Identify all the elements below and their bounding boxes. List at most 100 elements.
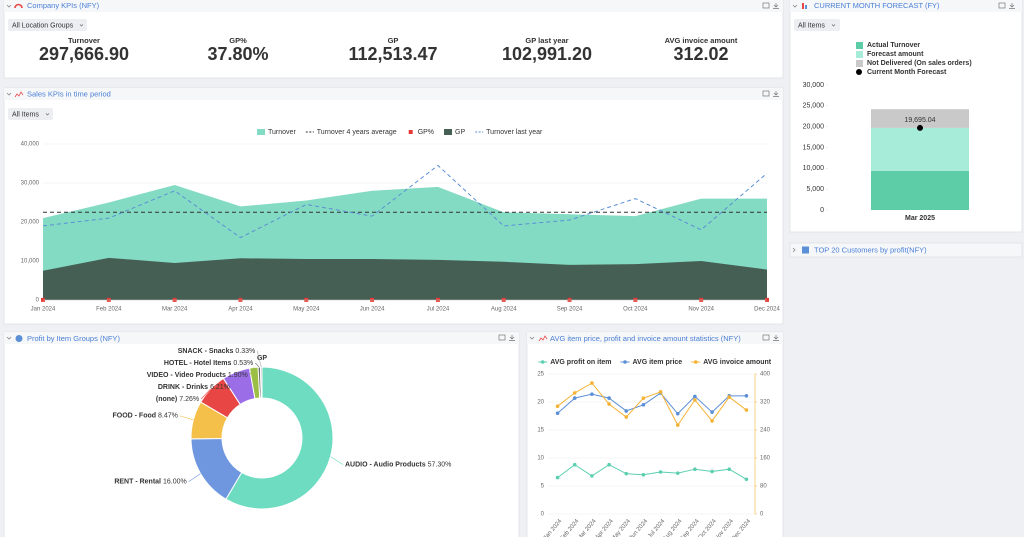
panel-header [790, 0, 1022, 12]
point [693, 398, 697, 402]
point [590, 392, 594, 396]
panel [3, 0, 784, 79]
download-icon[interactable] [1009, 3, 1015, 9]
kpi-value: 37.80% [207, 44, 268, 64]
slice-label: HOTEL - Hotel Items0.53% [164, 360, 253, 367]
point [727, 467, 732, 472]
point [710, 469, 714, 474]
legend-label: Not Delivered (On sales orders) [867, 60, 972, 67]
y2-tick-label: 80 [760, 484, 767, 490]
bar-segment [871, 109, 969, 128]
x-tick-label: Jan 2024 [31, 307, 56, 313]
collapse-icon[interactable] [6, 4, 12, 8]
point [607, 402, 611, 406]
slice-value: 0.53% [233, 360, 253, 367]
legend-symbol [856, 51, 863, 58]
y-tick-label: 5,000 [806, 186, 824, 193]
leader-line [231, 371, 237, 388]
kpi-value: 297,666.90 [39, 44, 129, 64]
table-icon[interactable] [762, 2, 770, 9]
legend-symbol [444, 129, 453, 135]
panel-header [789, 242, 1023, 258]
line [42, 164, 768, 239]
x-tick-label: Sep 2024 [557, 307, 583, 313]
marker-label: 19,695.04 [904, 117, 935, 124]
y-tick-label: 20,000 [803, 124, 825, 131]
slice-value: 16.00% [163, 479, 187, 486]
y-tick-label: 20 [537, 400, 544, 406]
leader-line [179, 415, 194, 421]
slice-label: RENT - Rental16.00% [114, 479, 186, 486]
download-icon[interactable] [773, 91, 779, 97]
slice-value: 1.90% [228, 372, 248, 379]
y-tick-label: 30,000 [803, 82, 825, 89]
legend-label: Forecast amount [867, 51, 924, 58]
download-icon[interactable] [509, 335, 515, 341]
point [675, 411, 680, 416]
panel-icon [14, 3, 23, 9]
legend-label: Actual Turnover [867, 42, 920, 49]
slice-label: DRINK - Drinks6.21% [158, 384, 230, 391]
line [557, 392, 747, 415]
filter-label: All Items [798, 22, 825, 29]
chart-title: GP [257, 355, 267, 362]
pie-slice [259, 366, 263, 399]
kpi-label: GP% [229, 36, 247, 45]
collapse-icon[interactable] [6, 92, 12, 96]
collapse-icon[interactable] [529, 336, 535, 340]
point [693, 394, 697, 399]
table-icon[interactable] [498, 334, 506, 341]
dropdown-arrow [45, 113, 50, 116]
table-icon[interactable] [762, 90, 770, 97]
dropdown-arrow [831, 24, 836, 27]
point [744, 408, 749, 412]
filter-label: All Items [12, 111, 39, 118]
table-icon[interactable] [762, 334, 770, 341]
y2-tick-label: 160 [760, 456, 771, 462]
filter-button[interactable] [8, 108, 53, 120]
slice-category: SNACK - Snacks [178, 348, 234, 355]
kpi-label: GP last year [525, 36, 568, 45]
legend-label: AVG invoice amount [703, 359, 772, 366]
leader-line [200, 388, 211, 400]
panel-icon [805, 5, 807, 9]
slice-category: DRINK - Drinks [158, 384, 208, 391]
point [727, 395, 732, 399]
collapse-icon[interactable] [6, 336, 12, 340]
point [710, 419, 714, 423]
point [624, 471, 629, 476]
legend-symbol [856, 60, 863, 67]
panel-title: Profit by Item Groups (NFY) [27, 334, 120, 343]
filter-button[interactable] [794, 19, 840, 31]
collapse-icon[interactable] [792, 4, 798, 8]
download-icon[interactable] [773, 335, 779, 341]
y-tick-label: 0 [36, 298, 40, 304]
slice-category: VIDEO - Video Products [147, 372, 226, 379]
y-tick-label: 20,000 [21, 220, 40, 226]
point [590, 474, 594, 478]
header-icons [498, 2, 1015, 341]
point [555, 404, 560, 409]
y-tick-label: 25 [537, 372, 544, 378]
table-icon[interactable] [998, 2, 1006, 9]
legend-symbol [623, 360, 627, 364]
bar-segment [871, 127, 969, 171]
legend-label: AVG item price [633, 359, 683, 366]
filter-button[interactable] [8, 19, 87, 31]
y2-tick-label: 320 [760, 400, 771, 406]
x-tick-label: Nov 2024 [688, 307, 714, 313]
y-tick-label: 40,000 [21, 142, 40, 148]
download-icon[interactable] [773, 3, 779, 9]
panel-title: AVG item price, profit and invoice amoun… [550, 334, 741, 343]
y-tick-label: 15 [537, 428, 544, 434]
kpi-value: 312.02 [673, 44, 728, 64]
point [624, 415, 629, 419]
y-tick-label: 10 [537, 456, 544, 462]
x-tick-label: Dec 2024 [754, 307, 780, 313]
slice-category: AUDIO - Audio Products [345, 462, 426, 469]
point [710, 410, 714, 414]
y-tick-label: 10,000 [803, 165, 825, 172]
x-tick-label: Aug 2024 [491, 307, 517, 313]
expand-icon[interactable] [792, 247, 796, 253]
